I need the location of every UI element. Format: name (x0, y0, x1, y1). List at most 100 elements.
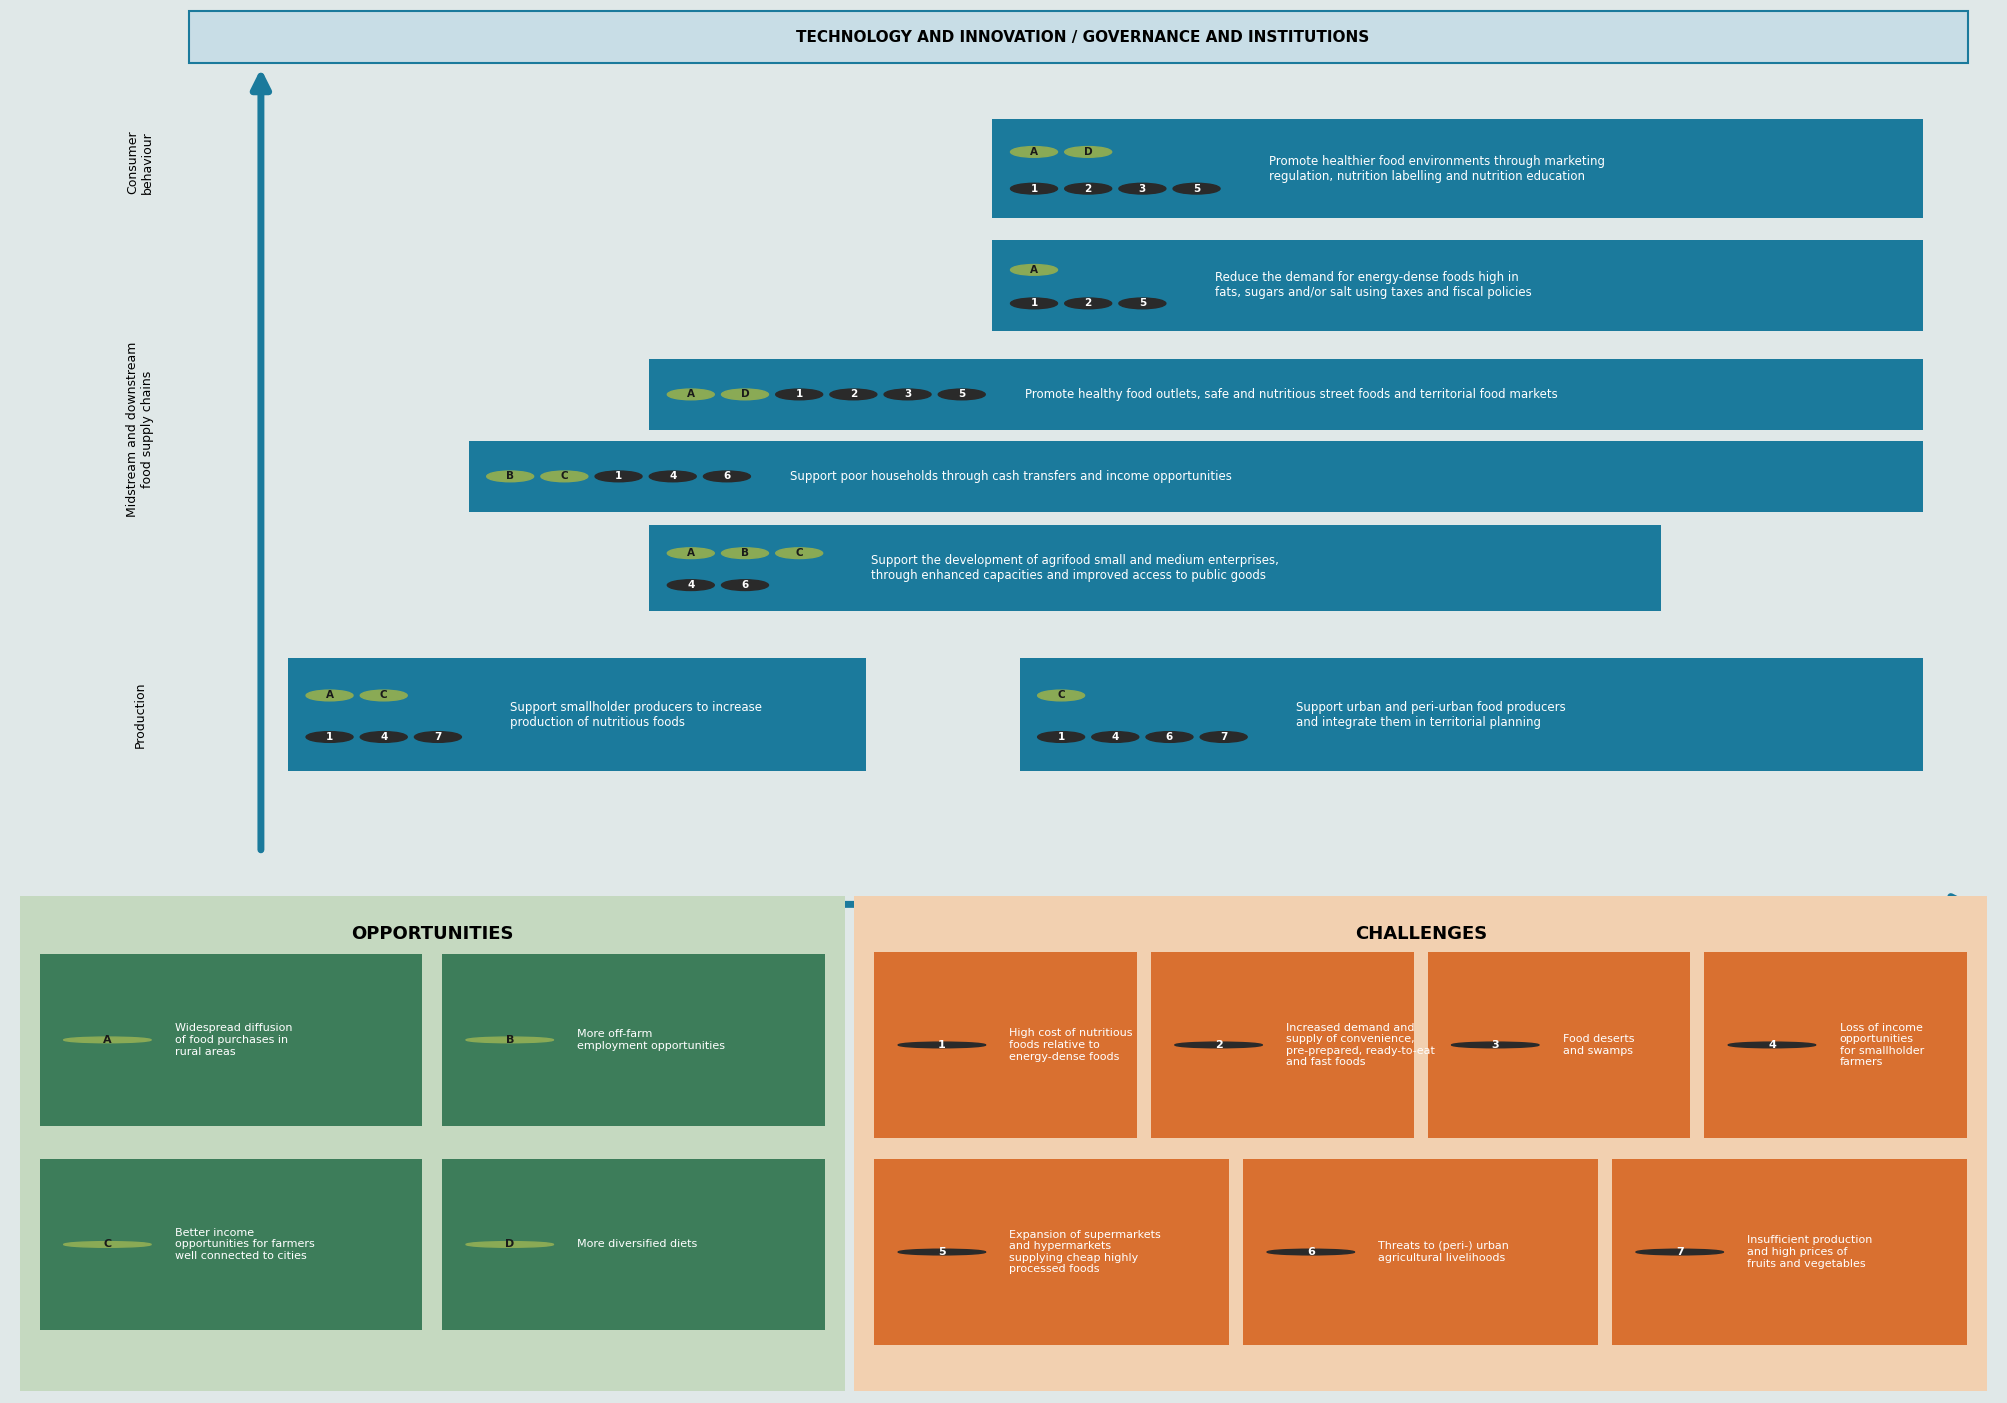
Text: RURAL: RURAL (279, 947, 337, 962)
Text: Production: Production (132, 682, 147, 748)
Text: 4: 4 (1112, 732, 1120, 742)
Text: Promote healthier food environments through marketing
regulation, nutrition labe: Promote healthier food environments thro… (1268, 154, 1606, 182)
Text: OPPORTUNITIES: OPPORTUNITIES (351, 925, 514, 943)
FancyBboxPatch shape (855, 897, 1987, 1390)
Ellipse shape (359, 731, 407, 742)
Text: Insufficient production
and high prices of
fruits and vegetables: Insufficient production and high prices … (1748, 1236, 1873, 1268)
Text: 6: 6 (741, 579, 749, 591)
Text: 4: 4 (379, 732, 387, 742)
FancyBboxPatch shape (1242, 1159, 1598, 1345)
Ellipse shape (1010, 146, 1058, 157)
FancyBboxPatch shape (650, 525, 1662, 612)
Ellipse shape (1010, 297, 1058, 309)
Text: Support the development of agrifood small and medium enterprises,
through enhanc: Support the development of agrifood smal… (871, 554, 1278, 582)
Text: Threats to (peri-) urban
agricultural livelihoods: Threats to (peri-) urban agricultural li… (1379, 1242, 1509, 1263)
Text: D: D (506, 1239, 514, 1250)
Ellipse shape (1064, 297, 1112, 309)
Ellipse shape (1200, 731, 1246, 742)
Text: Support smallholder producers to increase
production of nutritious foods: Support smallholder producers to increas… (510, 700, 763, 728)
Ellipse shape (1092, 731, 1138, 742)
Ellipse shape (1010, 184, 1058, 194)
Text: 3: 3 (1138, 184, 1146, 194)
Text: CHALLENGES: CHALLENGES (1355, 925, 1487, 943)
FancyBboxPatch shape (1704, 951, 1967, 1138)
Text: 1: 1 (325, 732, 333, 742)
Text: A: A (1030, 265, 1038, 275)
Text: 2: 2 (1084, 184, 1092, 194)
FancyBboxPatch shape (991, 119, 1923, 219)
Ellipse shape (1064, 146, 1112, 157)
FancyBboxPatch shape (991, 240, 1923, 331)
Ellipse shape (305, 690, 353, 702)
Text: Food deserts
and swamps: Food deserts and swamps (1563, 1034, 1634, 1055)
Text: C: C (102, 1239, 112, 1250)
Ellipse shape (486, 471, 534, 481)
Ellipse shape (305, 731, 353, 742)
Ellipse shape (723, 547, 769, 558)
Ellipse shape (723, 579, 769, 591)
Text: 5: 5 (937, 1247, 945, 1257)
Text: Support urban and peri-urban food producers
and integrate them in territorial pl: Support urban and peri-urban food produc… (1297, 700, 1565, 728)
Text: Increased demand and
supply of convenience,
pre-prepared, ready-to-eat
and fast : Increased demand and supply of convenien… (1286, 1023, 1435, 1068)
Text: 3: 3 (1491, 1040, 1499, 1049)
FancyBboxPatch shape (468, 441, 1923, 512)
Text: D: D (1084, 147, 1092, 157)
Text: 6: 6 (1307, 1247, 1315, 1257)
Text: 2: 2 (1084, 299, 1092, 309)
Ellipse shape (666, 547, 714, 558)
Ellipse shape (666, 579, 714, 591)
FancyBboxPatch shape (1152, 951, 1413, 1138)
Ellipse shape (650, 471, 696, 481)
Text: Better income
opportunities for farmers
well connected to cities: Better income opportunities for farmers … (175, 1228, 315, 1261)
Text: 2: 2 (1214, 1040, 1222, 1049)
FancyBboxPatch shape (1020, 658, 1923, 770)
Text: 5: 5 (1138, 299, 1146, 309)
Text: A: A (1030, 147, 1038, 157)
Ellipse shape (1064, 184, 1112, 194)
Ellipse shape (542, 471, 588, 481)
Text: 7: 7 (1220, 732, 1228, 742)
Text: 1: 1 (795, 390, 803, 400)
Ellipse shape (1010, 265, 1058, 275)
Text: Promote healthy food outlets, safe and nutritious street foods and territorial f: Promote healthy food outlets, safe and n… (1026, 389, 1557, 401)
FancyBboxPatch shape (875, 1159, 1230, 1345)
Ellipse shape (885, 389, 931, 400)
Text: TECHNOLOGY AND INNOVATION / GOVERNANCE AND INSTITUTIONS: TECHNOLOGY AND INNOVATION / GOVERNANCE A… (797, 29, 1369, 45)
Ellipse shape (1266, 1249, 1355, 1254)
Text: A: A (686, 390, 694, 400)
FancyBboxPatch shape (40, 954, 421, 1125)
Text: 1: 1 (937, 1040, 945, 1049)
Text: 5: 5 (957, 390, 965, 400)
Ellipse shape (466, 1242, 554, 1247)
Text: D: D (741, 390, 749, 400)
Ellipse shape (64, 1242, 151, 1247)
Ellipse shape (899, 1249, 985, 1254)
Text: A: A (325, 690, 333, 700)
Text: High cost of nutritious
foods relative to
energy-dense foods: High cost of nutritious foods relative t… (1010, 1028, 1134, 1062)
Text: 6: 6 (1166, 732, 1174, 742)
Ellipse shape (1174, 1042, 1262, 1048)
Ellipse shape (1174, 184, 1220, 194)
Ellipse shape (594, 471, 642, 481)
Text: 3: 3 (903, 390, 911, 400)
Text: More diversified diets: More diversified diets (578, 1239, 698, 1250)
Text: 2: 2 (849, 390, 857, 400)
FancyBboxPatch shape (875, 951, 1138, 1138)
Text: 6: 6 (723, 471, 731, 481)
FancyBboxPatch shape (1612, 1159, 1967, 1345)
Ellipse shape (704, 471, 751, 481)
Text: 1: 1 (1030, 299, 1038, 309)
Ellipse shape (723, 389, 769, 400)
Text: C: C (560, 471, 568, 481)
FancyBboxPatch shape (650, 359, 1923, 429)
FancyBboxPatch shape (442, 954, 825, 1125)
Ellipse shape (831, 389, 877, 400)
Text: More off-farm
employment opportunities: More off-farm employment opportunities (578, 1030, 725, 1051)
Text: Reduce the demand for energy-dense foods high in
fats, sugars and/or salt using : Reduce the demand for energy-dense foods… (1214, 271, 1531, 299)
Ellipse shape (777, 547, 823, 558)
Text: 4: 4 (668, 471, 676, 481)
FancyBboxPatch shape (289, 658, 867, 770)
Ellipse shape (1038, 690, 1084, 702)
Text: A: A (102, 1035, 112, 1045)
Text: B: B (506, 1035, 514, 1045)
